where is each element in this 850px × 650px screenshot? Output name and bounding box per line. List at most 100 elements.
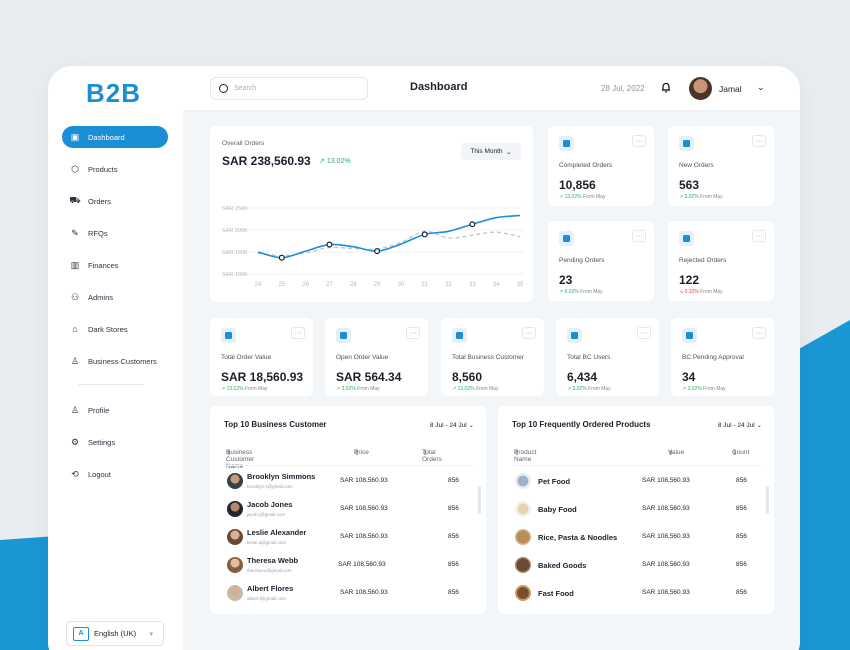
scrollbar[interactable] — [766, 486, 769, 514]
series-line-primary — [257, 214, 521, 259]
avatar — [227, 473, 243, 489]
date-range-dropdown[interactable]: 8 Jul - 24 Jul ⌄ — [718, 421, 762, 429]
stat-delta-text: From May — [357, 386, 380, 392]
table-row[interactable]: Rice, Pasta & Noodles SAR 108,560.93 856 — [512, 526, 762, 550]
trend-up-icon: ↗ — [559, 289, 565, 295]
sidebar-item-settings[interactable]: ⚙ Settings — [62, 431, 168, 453]
customer-orders: 856 — [448, 533, 459, 540]
user-name[interactable]: Jamal — [719, 84, 742, 94]
current-date: 28 Jul, 2022 — [601, 84, 645, 93]
sidebar-item-admins[interactable]: ⚇ Admins — [62, 286, 168, 308]
x-tick-label: 26 — [302, 282, 309, 288]
stat-label: New Orders — [679, 162, 714, 169]
scrollbar[interactable] — [478, 486, 481, 514]
user-icon: ♙ — [70, 404, 80, 415]
table-row[interactable]: Baby Food SAR 108,560.93 856 — [512, 498, 762, 522]
period-dropdown[interactable]: This Month ⌄ — [461, 143, 521, 160]
orders-line-chart: SAR 250K SAR 200K SAR 150K SAR 100K 24 25 26 27… — [222, 206, 524, 288]
stat-delta: ↘ 0.32% From May — [679, 289, 723, 295]
sidebar-item-dashboard[interactable]: ▣ Dashboard — [62, 126, 168, 148]
chevron-down-icon[interactable]: ⌄ — [757, 82, 765, 92]
sidebar-item-products[interactable]: ⬡ Products — [62, 158, 168, 180]
cart-icon — [679, 231, 694, 246]
stat-label: BC Pending Approval — [682, 354, 744, 361]
x-tick-label: 32 — [445, 282, 452, 288]
stat-label: Completed Orders — [559, 162, 613, 169]
table-row[interactable]: Leslie Alexander leslie.a@gmail.com SAR … — [224, 526, 474, 550]
stat-delta-value: 3.02% — [687, 386, 702, 392]
sidebar-item-profile[interactable]: ♙ Profile — [62, 399, 168, 421]
x-tick-label: 27 — [326, 282, 333, 288]
sidebar-item-finances[interactable]: ▥ Finances — [62, 254, 168, 276]
more-options-button[interactable]: ··· — [752, 135, 766, 147]
product-count: 856 — [736, 589, 747, 596]
language-selector[interactable]: A English (UK) ▾ — [66, 621, 164, 646]
more-options-button[interactable]: ··· — [632, 135, 646, 147]
trend-up-icon: ↗ — [319, 158, 325, 165]
stat-delta-text: From May — [475, 386, 499, 392]
x-tick-label: 33 — [469, 282, 476, 288]
more-options-button[interactable]: ··· — [632, 230, 646, 242]
sidebar-item-dark-stores[interactable]: ⌂ Dark Stores — [62, 318, 168, 340]
customer-name: Leslie Alexander — [247, 528, 307, 537]
stat-card-total-business-customer: ··· Total Business Customer 8,560 ↗ 13.0… — [441, 318, 544, 396]
table-row[interactable]: Jacob Jones jacob.j@gmail.com SAR 108,56… — [224, 498, 474, 522]
data-point — [374, 248, 381, 255]
sort-icon: ⇕ — [732, 450, 738, 457]
x-tick-label: 25 — [278, 282, 285, 288]
date-range-label: 8 Jul - 24 Jul — [717, 422, 755, 429]
table-row[interactable]: Theresa Webb theresa.w@gmail.com SAR 108… — [224, 554, 474, 578]
sidebar-item-business-customers[interactable]: ♙ Business Customers — [62, 350, 168, 372]
product-value: SAR 108,560.93 — [642, 477, 690, 484]
header-divider — [512, 465, 762, 466]
stat-value: 34 — [682, 370, 696, 384]
product-image — [515, 585, 531, 601]
sidebar-item-rfqs[interactable]: ✎ RFQs — [62, 222, 168, 244]
stat-card-rejected-orders: ··· Rejected Orders 122 ↘ 0.32% From May — [668, 221, 774, 301]
stat-card-total-bc-users: ··· Total BC Users 6,434 ↗ 3.02% From Ma… — [556, 318, 659, 396]
sidebar-item-label: Orders — [88, 196, 111, 206]
avatar — [227, 501, 243, 517]
header-divider — [224, 465, 474, 466]
table-row[interactable]: Albert Flores albert.f@gmail.com SAR 108… — [224, 582, 474, 606]
search-input[interactable]: Search — [210, 77, 368, 100]
date-range-dropdown[interactable]: 8 Jul - 24 Jul ⌄ — [430, 421, 474, 429]
trend-down-icon: ↘ — [679, 289, 685, 295]
more-options-button[interactable]: ··· — [406, 327, 420, 339]
sidebar-divider — [78, 384, 144, 385]
sidebar-item-label: Settings — [88, 437, 116, 447]
table-row[interactable]: Fast Food SAR 108,560.93 856 — [512, 582, 762, 606]
dashboard-icon: ▣ — [70, 131, 80, 142]
sidebar-item-orders[interactable]: ⛟ Orders — [62, 190, 168, 212]
stat-label: Open Order Value — [336, 354, 389, 361]
table-row[interactable]: Baked Goods SAR 108,560.93 856 — [512, 554, 762, 578]
more-options-button[interactable]: ··· — [291, 327, 305, 339]
column-header-label: Business Customer Name — [226, 449, 255, 470]
product-value: SAR 108,560.93 — [642, 533, 690, 540]
avatar[interactable] — [689, 77, 712, 100]
table-row[interactable]: Pet Food SAR 108,560.93 856 — [512, 470, 762, 494]
y-tick-label: SAR 200K — [222, 228, 248, 234]
sort-icon: ⇕ — [422, 450, 428, 457]
more-options-button[interactable]: ··· — [522, 327, 536, 339]
stat-value: 563 — [679, 178, 700, 192]
more-options-button[interactable]: ··· — [637, 327, 651, 339]
product-image — [515, 557, 531, 573]
table-header: Product Name ⇕ Value ⇕ Count ⇕ — [512, 449, 762, 463]
stat-delta: ↗ 3.02% From May — [682, 386, 726, 392]
more-options-button[interactable]: ··· — [752, 230, 766, 242]
stat-delta-text: From May — [582, 194, 606, 200]
stat-delta-value: 0.32% — [684, 289, 699, 295]
stat-delta-value: 13.02% — [564, 194, 582, 200]
stat-delta: ↗ 13.02% From May — [559, 194, 605, 200]
chevron-down-icon: ▾ — [149, 630, 153, 638]
store-icon: ⌂ — [72, 324, 78, 334]
bell-icon[interactable] — [661, 82, 671, 93]
sidebar-item-logout[interactable]: ⟲ Logout — [62, 463, 168, 485]
trend-up-icon: ↗ — [559, 194, 565, 200]
sidebar: B2B ▣ Dashboard ⬡ Products ⛟ Orders ✎ RFQs ▥… — [48, 66, 183, 650]
app-window: B2B ▣ Dashboard ⬡ Products ⛟ Orders ✎ RFQs ▥… — [48, 66, 800, 650]
table-row[interactable]: Brooklyn Simmons brooklyn.s@gmail.com SA… — [224, 470, 474, 494]
column-header-label: Product Name — [514, 449, 537, 463]
more-options-button[interactable]: ··· — [752, 327, 766, 339]
